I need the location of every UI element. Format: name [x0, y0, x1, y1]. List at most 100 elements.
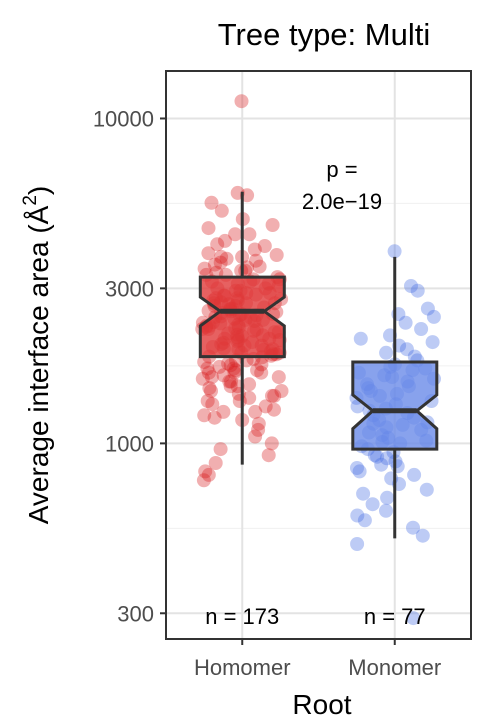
data-point — [406, 520, 420, 535]
data-point — [208, 456, 223, 470]
data-point — [195, 371, 210, 386]
y-axis-title: Average interface area (Å2) — [20, 186, 54, 524]
data-point — [242, 377, 257, 392]
data-point — [265, 218, 280, 232]
data-point — [197, 408, 212, 423]
data-point — [414, 322, 429, 336]
data-point — [201, 246, 216, 261]
data-point — [213, 255, 228, 270]
data-point — [248, 404, 263, 419]
data-point — [227, 365, 242, 380]
data-point — [267, 402, 281, 417]
data-point — [218, 233, 232, 248]
data-point — [201, 467, 216, 482]
data-point — [352, 464, 367, 479]
data-point — [200, 394, 215, 408]
y-tick-label: 1000 — [105, 431, 154, 456]
chart-title: Tree type: Multi — [218, 17, 430, 52]
data-point — [234, 94, 249, 109]
data-point — [353, 331, 368, 346]
y-tick-label: 10000 — [93, 106, 154, 131]
p-value-line2: 2.0e−19 — [302, 189, 382, 214]
data-point — [210, 237, 225, 252]
data-point — [390, 459, 405, 474]
data-point — [202, 381, 217, 396]
data-point — [350, 461, 364, 475]
data-point — [370, 449, 385, 464]
data-point — [350, 537, 365, 551]
data-point — [380, 490, 395, 505]
data-point — [379, 345, 394, 360]
data-point — [213, 442, 228, 457]
data-point — [265, 388, 279, 403]
x-tick-label: Monomer — [348, 655, 441, 680]
data-point — [356, 486, 371, 501]
data-point — [357, 513, 372, 528]
data-point — [222, 374, 237, 389]
data-point — [228, 363, 243, 378]
data-point — [398, 315, 413, 330]
data-point — [267, 388, 282, 403]
plot-area: n = 173 n = 77 — [165, 70, 472, 640]
data-point — [420, 301, 435, 316]
data-point — [426, 309, 441, 324]
data-point — [258, 399, 273, 414]
data-point — [407, 467, 422, 482]
data-point — [250, 363, 265, 378]
data-point — [269, 304, 284, 319]
data-point — [247, 242, 262, 257]
boxplots: n = 173 n = 77 — [198, 191, 439, 629]
data-point — [204, 384, 218, 398]
data-point — [374, 457, 389, 472]
data-point — [264, 436, 279, 451]
data-point — [200, 361, 215, 376]
data-point — [404, 279, 418, 293]
n-label: n = 77 — [364, 604, 426, 629]
data-point — [226, 361, 241, 376]
data-point — [201, 221, 216, 236]
data-point — [214, 203, 229, 218]
y-axis-title-main: Average interface area (Å — [23, 205, 54, 524]
data-point — [251, 422, 266, 437]
data-point — [415, 528, 430, 543]
data-point — [204, 195, 219, 210]
data-point — [196, 473, 211, 488]
box — [198, 275, 286, 359]
data-point — [214, 249, 229, 264]
data-point — [367, 448, 382, 463]
x-axis-title: Root — [292, 689, 351, 720]
p-value-line1: p = — [326, 157, 357, 182]
x-tick-label: Homomer — [194, 655, 291, 680]
data-point — [232, 394, 247, 408]
grid — [166, 71, 471, 639]
data-point — [419, 482, 434, 497]
data-point — [216, 404, 231, 419]
y-tick-label: 3000 — [105, 276, 154, 301]
y-axis-title-close: ) — [23, 186, 54, 195]
data-point — [224, 374, 238, 389]
data-point — [271, 370, 286, 385]
data-point — [205, 397, 220, 412]
data-point — [216, 368, 231, 383]
data-point — [223, 358, 238, 373]
box — [351, 360, 439, 451]
data-point — [197, 261, 212, 276]
data-point — [261, 448, 276, 463]
data-point — [197, 355, 212, 369]
data-point — [252, 259, 267, 274]
data-point — [249, 253, 263, 268]
data-point — [242, 227, 257, 242]
data-point — [251, 416, 266, 431]
data-point — [254, 357, 269, 372]
data-point — [365, 497, 380, 512]
data-point — [198, 464, 213, 479]
data-point — [221, 356, 236, 371]
data-point — [269, 248, 284, 262]
plot-border — [165, 70, 472, 640]
data-point — [207, 410, 222, 425]
data-point — [219, 251, 234, 266]
x-axis: Homomer Monomer — [194, 639, 441, 680]
data-point — [379, 451, 394, 466]
data-point — [248, 429, 263, 444]
